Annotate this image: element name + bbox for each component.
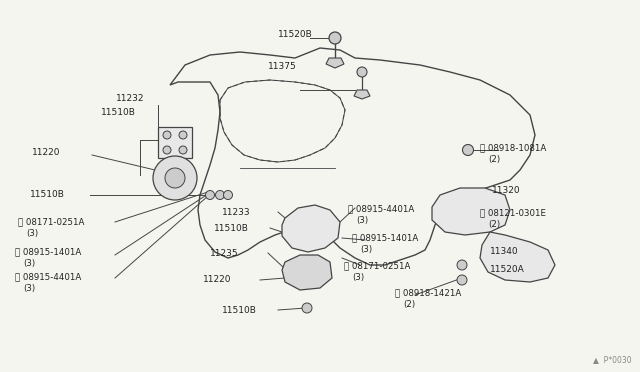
Text: 11520B: 11520B <box>278 30 313 39</box>
Text: 11220: 11220 <box>203 275 232 284</box>
Text: 11510B: 11510B <box>100 108 136 117</box>
Circle shape <box>357 67 367 77</box>
Polygon shape <box>480 232 555 282</box>
Circle shape <box>457 275 467 285</box>
Text: 11510B: 11510B <box>214 224 249 233</box>
Polygon shape <box>158 127 192 158</box>
Text: (2): (2) <box>488 155 500 164</box>
Circle shape <box>463 144 474 155</box>
Text: (2): (2) <box>488 220 500 229</box>
Text: ▲  P*0030: ▲ P*0030 <box>593 355 632 364</box>
Circle shape <box>165 168 185 188</box>
Circle shape <box>223 190 232 199</box>
Text: (3): (3) <box>356 216 368 225</box>
Text: Ⓜ 08915-1401A: Ⓜ 08915-1401A <box>15 247 81 256</box>
Text: 11232: 11232 <box>116 94 144 103</box>
Text: Ⓑ 08121-0301E: Ⓑ 08121-0301E <box>480 208 546 217</box>
Text: Ⓜ 08915-1401A: Ⓜ 08915-1401A <box>352 233 419 242</box>
Polygon shape <box>282 255 332 290</box>
Circle shape <box>216 190 225 199</box>
Text: 11235: 11235 <box>210 249 239 258</box>
Text: (3): (3) <box>23 259 35 268</box>
Text: Ⓑ 08171-0251A: Ⓑ 08171-0251A <box>18 217 84 226</box>
Polygon shape <box>326 58 344 68</box>
Circle shape <box>302 303 312 313</box>
Text: 11520A: 11520A <box>490 265 525 274</box>
Circle shape <box>205 190 214 199</box>
Circle shape <box>329 32 341 44</box>
Text: Ⓝ 08918-1421A: Ⓝ 08918-1421A <box>395 288 461 297</box>
Text: 11510B: 11510B <box>222 306 257 315</box>
Text: Ⓑ 08171-0251A: Ⓑ 08171-0251A <box>344 261 410 270</box>
Polygon shape <box>432 188 510 235</box>
Circle shape <box>163 146 171 154</box>
Circle shape <box>457 260 467 270</box>
Text: 11233: 11233 <box>222 208 251 217</box>
Polygon shape <box>282 205 340 252</box>
Text: 11220: 11220 <box>32 148 61 157</box>
Text: (3): (3) <box>26 229 38 238</box>
Text: (3): (3) <box>23 284 35 293</box>
Text: Ⓜ 08915-4401A: Ⓜ 08915-4401A <box>348 204 414 213</box>
Text: Ⓟ 08915-4401A: Ⓟ 08915-4401A <box>15 272 81 281</box>
Text: (2): (2) <box>403 300 415 309</box>
Text: 11510B: 11510B <box>30 190 65 199</box>
Polygon shape <box>354 90 370 99</box>
Text: Ⓝ 08918-1081A: Ⓝ 08918-1081A <box>480 143 547 152</box>
Circle shape <box>163 131 171 139</box>
Circle shape <box>153 156 197 200</box>
Text: 11320: 11320 <box>492 186 520 195</box>
Text: 11340: 11340 <box>490 247 518 256</box>
Text: (3): (3) <box>352 273 364 282</box>
Circle shape <box>179 146 187 154</box>
Circle shape <box>179 131 187 139</box>
Text: 11375: 11375 <box>268 62 297 71</box>
Text: (3): (3) <box>360 245 372 254</box>
